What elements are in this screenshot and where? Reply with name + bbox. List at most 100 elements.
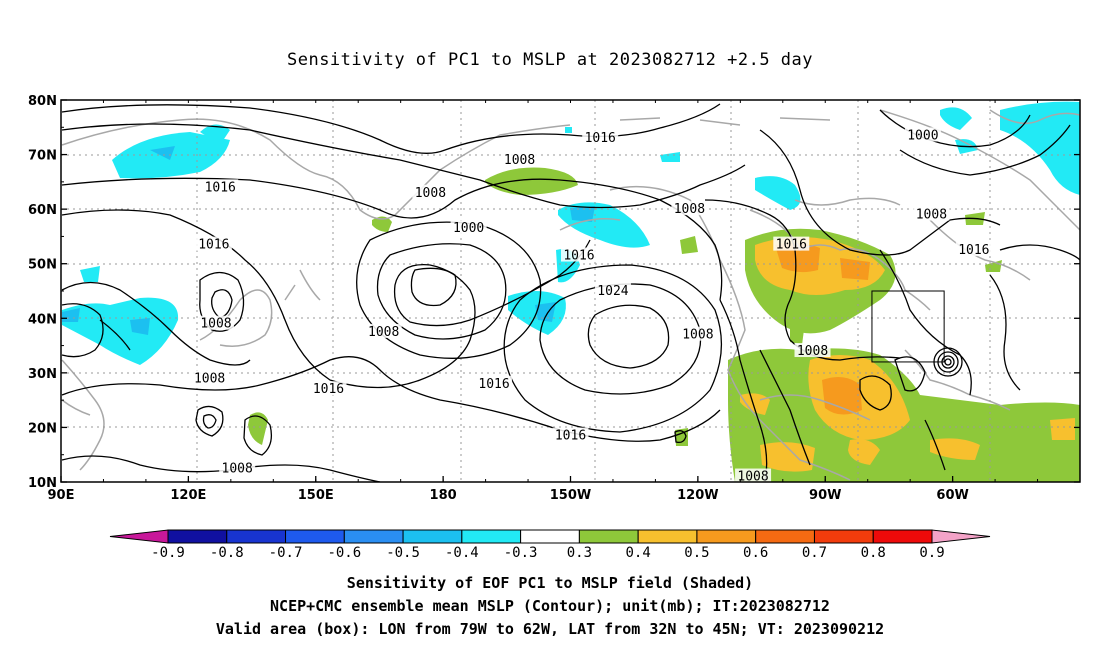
colorbar-label: -0.3 <box>504 545 538 561</box>
caption-valid-area: Valid area (box): LON from 79W to 62W, L… <box>215 620 885 638</box>
valid-area-box <box>871 290 945 363</box>
colorbar-left-arrow <box>109 529 169 544</box>
colorbar-label: 0.9 <box>919 545 944 561</box>
mslp-contours <box>61 103 1080 482</box>
contour-label-bg <box>594 283 631 297</box>
colorbar-label: -0.8 <box>210 545 244 561</box>
contour-label: 1016 <box>555 429 586 444</box>
colorbar-label: 0.8 <box>861 545 886 561</box>
colorbar-label: 0.5 <box>684 545 709 561</box>
contour-label-bg <box>735 468 772 482</box>
lat-tick-label: 30N <box>28 367 57 382</box>
lon-tick-label: 120E <box>170 488 206 503</box>
contour-label-bg <box>365 323 402 338</box>
contour-label: 1016 <box>478 377 509 392</box>
lon-tick-label: 150E <box>298 488 334 503</box>
contour-label: 1008 <box>200 317 231 332</box>
coastlines <box>61 109 1080 481</box>
contour-label: 1016 <box>313 382 344 397</box>
lon-tick-label: 90E <box>48 488 75 503</box>
colorbar-segment <box>578 529 639 544</box>
contour-label-bg <box>195 236 232 251</box>
contour-label-bg <box>197 315 234 330</box>
contour-label-bg <box>476 375 513 390</box>
colorbar-label: 0.7 <box>802 545 827 561</box>
colorbar-label: 0.3 <box>567 545 592 561</box>
contour-label-bg <box>412 184 449 199</box>
contour-label: 1008 <box>916 208 947 223</box>
latitude-axis: 80N 70N 60N 50N 40N 30N 20N 10N <box>28 94 1080 491</box>
contour-label-bg <box>671 201 708 216</box>
contour-label-bg <box>913 206 950 221</box>
contour-label-bg <box>560 247 597 262</box>
contour-label-bg <box>904 127 941 142</box>
lat-tick-label: 10N <box>28 476 57 491</box>
lat-tick-label: 80N <box>28 94 57 109</box>
contour-label: 1008 <box>222 461 253 476</box>
map-title: Sensitivity of PC1 to MSLP at 2023082712… <box>286 50 813 70</box>
colorbar-segment <box>285 529 345 544</box>
lon-tick-label: 120W <box>677 488 718 503</box>
contour-label: 1000 <box>453 221 484 236</box>
colorbar-segment <box>167 529 228 544</box>
contour-label: 1008 <box>797 344 828 359</box>
map-plot-area: 1016 1008 1000 1016 1008 1008 1008 1000 1016 1016… <box>61 100 1080 482</box>
contour-label-bg <box>202 179 239 194</box>
contour-label: 1016 <box>205 180 236 195</box>
colorbar-segment <box>343 529 404 544</box>
colorbar: -0.9 -0.8 -0.7 -0.6 -0.5 -0.4 -0.3 0.3 0.4 0.5 0.6… <box>109 529 991 561</box>
contour-label: 1008 <box>674 202 705 217</box>
colorbar-segment <box>755 529 815 544</box>
colorbar-label: -0.9 <box>151 545 185 561</box>
lon-tick-label: 60W <box>936 488 968 503</box>
contour-label: 1008 <box>682 328 713 343</box>
contour-label-bg <box>773 236 810 251</box>
lat-tick-label: 20N <box>28 421 57 436</box>
contour-label-bg <box>450 220 487 235</box>
colorbar-label: -0.5 <box>386 545 420 561</box>
contour-label: 1000 <box>907 128 938 143</box>
caption-shading: Sensitivity of EOF PC1 to MSLP field (Sh… <box>346 574 754 592</box>
colorbar-label: 0.6 <box>743 545 768 561</box>
colorbar-label: 0.4 <box>626 545 651 561</box>
contour-label-bg <box>955 242 992 257</box>
lon-tick-label: 180 <box>430 488 457 503</box>
contour-label: 1024 <box>597 284 628 299</box>
lon-tick-label: 150W <box>550 488 591 503</box>
colorbar-segment <box>813 529 874 544</box>
contour-label: 1008 <box>368 325 399 340</box>
contour-label: 1016 <box>776 238 807 253</box>
lon-tick-label: 90W <box>809 488 841 503</box>
colorbar-segment <box>461 529 522 544</box>
contour-label-bg <box>219 460 256 475</box>
contour-label: 1016 <box>563 249 594 264</box>
contour-label: 1008 <box>194 371 225 386</box>
lat-tick-label: 70N <box>28 149 57 164</box>
caption-contour: NCEP+CMC ensemble mean MSLP (Contour); u… <box>270 597 830 615</box>
contour-label: 1016 <box>958 243 989 258</box>
colorbar-segment <box>872 529 933 544</box>
contour-label-bg <box>582 130 619 145</box>
contour-label-bg <box>191 370 228 385</box>
lat-tick-label: 40N <box>28 312 57 327</box>
colorbar-label: -0.4 <box>445 545 479 561</box>
contour-label: 1016 <box>585 131 616 146</box>
lat-tick-label: 50N <box>28 258 57 273</box>
colorbar-label: -0.6 <box>327 545 361 561</box>
colorbar-segment <box>696 529 757 544</box>
contour-label-bg <box>679 326 716 341</box>
lat-tick-label: 60N <box>28 203 57 218</box>
colorbar-segment <box>520 529 580 544</box>
contour-label-bg <box>552 427 589 442</box>
colorbar-segment <box>402 529 463 544</box>
contour-label: 1016 <box>198 238 229 253</box>
colorbar-segment <box>637 529 698 544</box>
contour-label: 1008 <box>504 153 535 168</box>
colorbar-segment <box>226 529 287 544</box>
colorbar-label: -0.7 <box>269 545 303 561</box>
contour-labels: 1016 1008 1000 1016 1008 1008 1008 1000 1016 1016… <box>191 127 992 482</box>
longitude-axis: 90E 120E 150E 180 150W 120W 90W 60W <box>48 100 1039 503</box>
contour-label: 1008 <box>415 186 446 201</box>
contour-label-bg <box>794 343 831 358</box>
